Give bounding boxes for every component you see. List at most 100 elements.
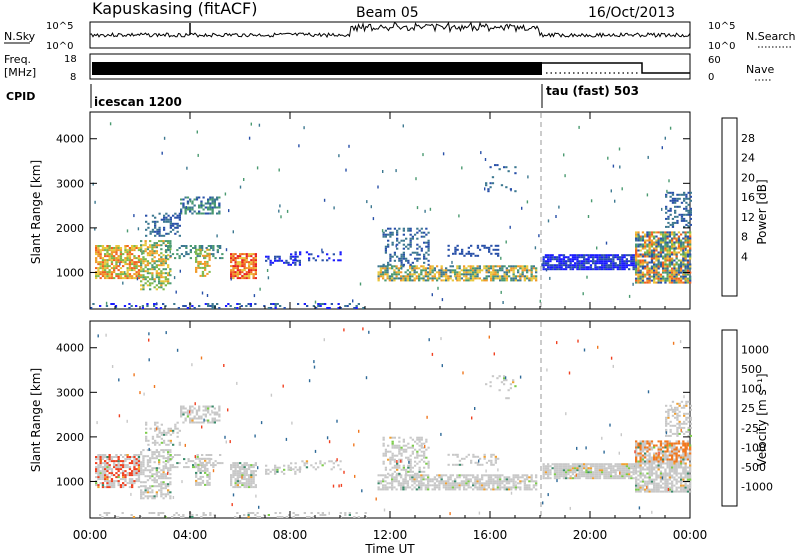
range-cell: [131, 249, 134, 252]
range-cell: [140, 274, 143, 277]
range-cell: [228, 209, 230, 213]
range-cell: [472, 476, 475, 479]
range-cell: [503, 375, 506, 378]
range-cell: [269, 259, 272, 262]
range-cell: [454, 480, 457, 483]
range-cell: [476, 269, 479, 272]
range-cell: [416, 472, 419, 475]
range-cell: [680, 201, 684, 204]
range-cell: [530, 275, 533, 278]
range-cell: [610, 268, 613, 271]
range-cell: [657, 488, 660, 491]
range-cell: [119, 468, 123, 471]
range-cell: [644, 456, 647, 459]
range-cell: [583, 473, 586, 476]
range-cell: [565, 463, 568, 466]
range-cell: [415, 265, 418, 268]
range-cell: [499, 277, 502, 280]
range-cell: [94, 227, 96, 231]
range-cell: [438, 277, 441, 280]
range-cell: [243, 275, 246, 278]
range-cell: [402, 243, 405, 246]
range-cell: [467, 480, 470, 483]
range-cell: [474, 461, 477, 464]
range-cell: [641, 488, 645, 491]
range-cell: [124, 474, 127, 477]
range-cell: [106, 482, 109, 485]
range-cell: [635, 251, 638, 254]
range-cell: [169, 226, 172, 229]
range-cell: [523, 279, 526, 282]
range-cell: [644, 261, 647, 264]
range-cell: [653, 253, 656, 256]
range-cell: [456, 476, 459, 479]
range-cell: [427, 478, 430, 481]
range-cell: [201, 254, 205, 257]
range-cell: [270, 307, 273, 309]
range-cell: [204, 419, 207, 422]
range-cell: [165, 232, 168, 235]
range-cell: [607, 475, 610, 478]
range-cell: [505, 279, 508, 282]
range-cell: [657, 490, 660, 493]
range-cell: [115, 456, 118, 458]
range-cell: [106, 253, 109, 256]
range-cell: [128, 472, 132, 475]
range-cell: [481, 463, 484, 466]
range-cell: [433, 267, 436, 270]
range-cell: [686, 265, 689, 268]
range-cell: [160, 282, 163, 285]
range-cell: [117, 247, 120, 249]
range-cell: [625, 266, 628, 269]
range-cell: [666, 243, 669, 246]
range-cell: [467, 484, 470, 487]
range-cell: [395, 271, 398, 274]
range-cell: [160, 260, 163, 263]
range-cell: [451, 269, 454, 272]
range-cell: [490, 476, 493, 479]
range-cell: [395, 244, 397, 248]
range-cell: [668, 231, 671, 234]
range-cell: [673, 259, 676, 262]
range-cell: [648, 478, 651, 481]
range-cell: [423, 456, 426, 459]
range-cell: [140, 471, 143, 474]
range-cell: [411, 470, 414, 473]
range-cell: [527, 175, 529, 179]
range-cell: [186, 413, 190, 416]
range-cell: [565, 264, 568, 267]
range-cell: [216, 196, 219, 199]
range-cell: [184, 208, 187, 211]
range-cell: [567, 473, 570, 476]
range-cell: [641, 480, 645, 483]
range-cell: [431, 275, 434, 278]
range-cell: [501, 269, 504, 272]
range-cell: [682, 259, 685, 262]
range-cell: [659, 261, 663, 264]
range-cell: [639, 474, 642, 477]
range-cell: [411, 484, 414, 487]
range-cell: [469, 265, 472, 268]
range-cell: [210, 245, 213, 247]
range-cell: [411, 478, 414, 481]
range-cell: [424, 273, 427, 276]
range-cell: [562, 465, 566, 468]
range-cell: [101, 249, 105, 252]
range-cell: [512, 486, 515, 489]
range-cell: [208, 258, 211, 261]
range-cell: [605, 241, 608, 245]
range-cell: [587, 260, 590, 263]
range-cell: [200, 417, 203, 420]
range-cell: [245, 464, 248, 467]
range-cell: [252, 480, 255, 483]
range-cell: [241, 257, 244, 260]
range-cell: [569, 469, 572, 472]
range-cell: [287, 466, 290, 469]
range-cell: [657, 446, 660, 449]
range-cell: [162, 481, 165, 484]
range-cell: [680, 247, 683, 250]
range-cell: [517, 275, 520, 278]
range-cell: [526, 269, 529, 272]
range-cell: [657, 273, 660, 276]
range-cell: [274, 259, 277, 262]
